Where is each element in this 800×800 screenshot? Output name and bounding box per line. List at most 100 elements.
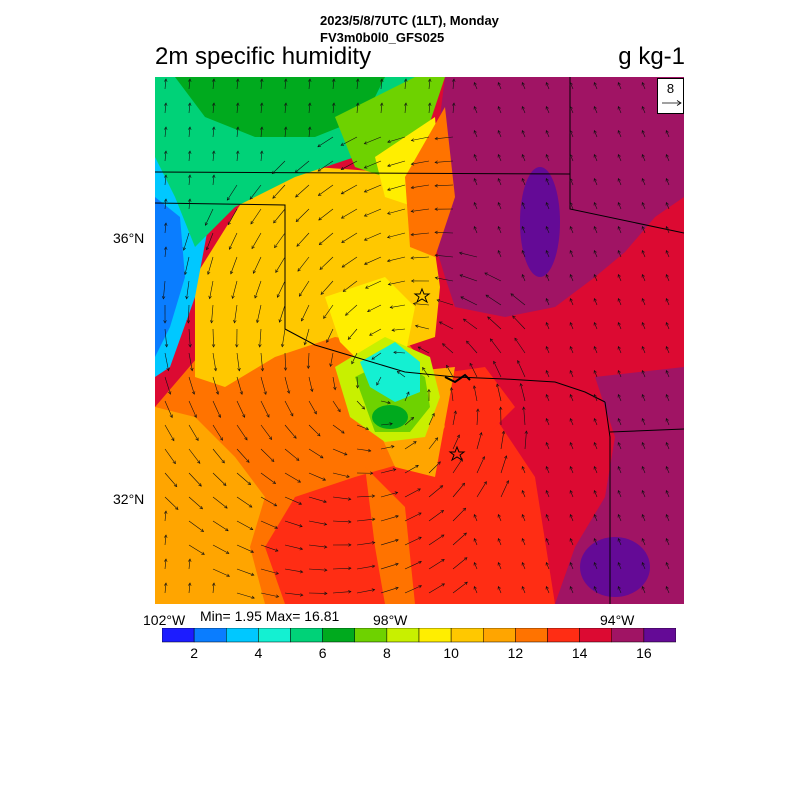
- wind-arrowhead: [341, 239, 345, 243]
- wind-arrowhead: [410, 279, 415, 283]
- wind-arrowhead: [617, 537, 621, 542]
- wind-arrowhead: [464, 581, 468, 586]
- wind-arrowhead: [617, 249, 621, 254]
- wind-arrow: [617, 346, 622, 354]
- wind-arrowhead: [212, 78, 216, 82]
- wind-arrow: [665, 322, 670, 330]
- wind-arrowhead: [260, 102, 264, 106]
- wind-arrowhead: [641, 321, 645, 326]
- wind-arrowhead: [569, 249, 573, 254]
- wind-arrowhead: [363, 165, 368, 169]
- wind-arrow: [452, 508, 466, 522]
- wind-arrow: [545, 370, 550, 378]
- wind-arrow: [476, 432, 482, 450]
- wind-arrow: [665, 538, 670, 546]
- wind-arrow: [164, 247, 167, 258]
- colorbar-segment: [547, 628, 580, 643]
- wind-arrow: [364, 160, 382, 169]
- wind-arrowhead: [617, 225, 621, 230]
- wind-arrow: [387, 256, 406, 262]
- wind-arrowhead: [363, 213, 368, 217]
- wind-arrow: [593, 106, 598, 114]
- wind-arrowhead: [347, 336, 352, 340]
- wind-arrow: [387, 232, 406, 238]
- wind-arrow: [341, 232, 358, 243]
- wind-arrow: [380, 79, 383, 90]
- wind-arrowhead: [380, 78, 384, 82]
- wind-arrowhead: [367, 448, 372, 453]
- wind-arrow: [415, 325, 430, 330]
- wind-arrow: [364, 232, 382, 241]
- wind-arrowhead: [569, 201, 573, 206]
- wind-arrowhead: [332, 102, 336, 106]
- wind-arrow: [641, 154, 646, 162]
- wind-arrowhead: [387, 282, 392, 286]
- wind-arrowhead: [497, 513, 501, 518]
- wind-arrowhead: [641, 345, 645, 350]
- wind-arrow: [521, 538, 526, 546]
- wind-arrow: [521, 466, 526, 474]
- wind-arrowhead: [308, 126, 312, 130]
- wind-arrow: [164, 424, 175, 441]
- wind-arrowhead: [169, 414, 173, 419]
- wind-arrowhead: [521, 537, 525, 542]
- wind-arrowhead: [521, 249, 525, 254]
- wind-arrow: [617, 178, 622, 186]
- wind-arrowhead: [665, 585, 669, 590]
- wind-arrowhead: [182, 247, 186, 251]
- wind-arrowhead: [498, 406, 503, 410]
- wind-arrow: [356, 400, 365, 410]
- wind-arrowhead: [340, 142, 345, 146]
- wind-arrow: [593, 178, 598, 186]
- wind-arrow: [323, 304, 334, 319]
- wind-arrowhead: [404, 78, 408, 82]
- wind-arrowhead: [251, 245, 255, 250]
- wind-arrow: [205, 208, 214, 226]
- wind-arrowhead: [394, 491, 399, 495]
- wind-arrowhead: [274, 525, 279, 529]
- wind-arrowhead: [199, 505, 204, 510]
- wind-arrow: [473, 538, 478, 546]
- wind-arrow: [476, 409, 479, 426]
- wind-arrowhead: [569, 489, 573, 494]
- wind-arrow: [301, 304, 310, 322]
- wind-arrow: [341, 256, 358, 268]
- wind-arrowhead: [351, 360, 355, 365]
- wind-arrow: [459, 252, 478, 258]
- wind-arrowhead: [188, 102, 192, 106]
- wind-arrowhead: [617, 297, 621, 302]
- wind-arrowhead: [275, 571, 279, 575]
- wind-arrowhead: [593, 105, 597, 110]
- wind-arrow: [617, 202, 622, 210]
- wind-arrowhead: [569, 345, 573, 350]
- wind-arrow: [497, 106, 502, 114]
- wind-arrow: [484, 272, 502, 282]
- wind-arrow: [387, 160, 406, 167]
- wind-arrow: [428, 583, 445, 594]
- wind-arrowhead: [641, 369, 645, 374]
- wind-arrowhead: [410, 162, 415, 166]
- wind-arrowhead: [462, 318, 467, 322]
- wind-arrowhead: [295, 218, 300, 223]
- wind-arrowhead: [227, 221, 231, 226]
- wind-arrow: [617, 418, 622, 426]
- wind-arrow: [463, 318, 478, 330]
- wind-arrowhead: [665, 297, 669, 302]
- wind-arrowhead: [249, 526, 254, 530]
- wind-arrowhead: [569, 561, 573, 566]
- wind-arrowhead: [463, 557, 468, 561]
- wind-arrow: [641, 298, 646, 306]
- wind-arrow: [387, 208, 406, 215]
- wind-arrow: [387, 184, 406, 191]
- wind-arrowhead: [249, 196, 253, 200]
- wind-arrowhead: [452, 78, 456, 82]
- wind-arrow: [332, 103, 335, 114]
- wind-arrowhead: [410, 209, 415, 213]
- wind-arrow: [212, 376, 219, 395]
- wind-arrowhead: [593, 393, 597, 398]
- wind-arrow: [332, 400, 341, 412]
- wind-arrow: [284, 544, 303, 550]
- wind-arrow: [545, 178, 550, 186]
- wind-arrowhead: [418, 512, 422, 516]
- wind-arrowhead: [545, 369, 549, 374]
